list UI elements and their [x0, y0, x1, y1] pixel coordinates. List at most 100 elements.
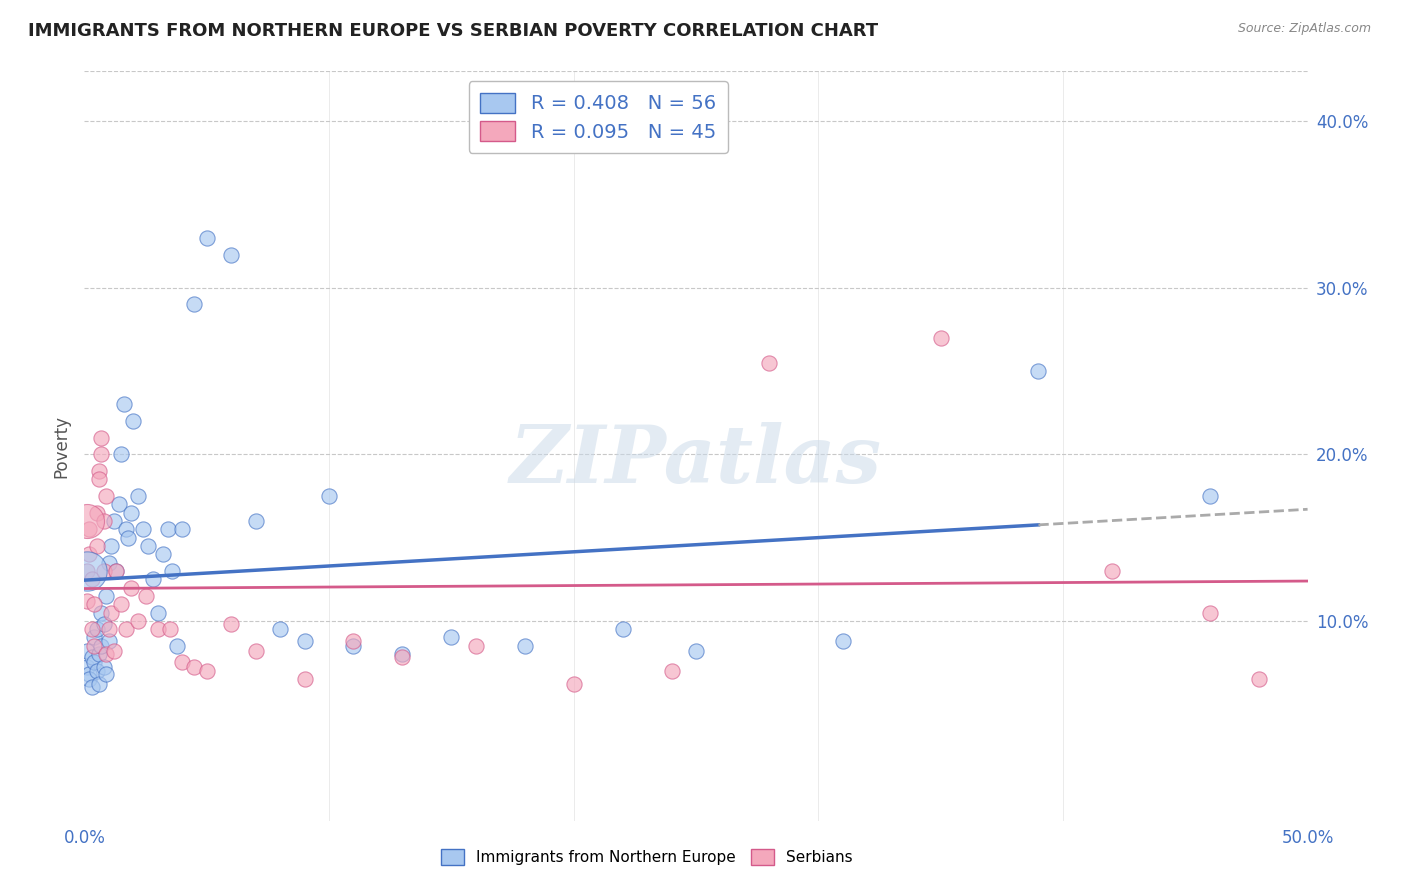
Point: [156, 522, 179, 536]
Point: [87, 472, 110, 486]
Point: [183, 660, 205, 674]
Point: [80, 650, 103, 665]
Point: [80, 622, 103, 636]
Point: [100, 539, 122, 553]
Point: [76, 660, 98, 674]
Point: [107, 497, 129, 511]
Point: [87, 464, 110, 478]
Point: [97, 633, 120, 648]
Point: [90, 606, 112, 620]
Point: [86, 622, 108, 636]
Point: [146, 606, 169, 620]
Point: [96, 589, 118, 603]
Point: [127, 489, 149, 503]
Point: [245, 644, 267, 658]
Point: [172, 656, 194, 670]
Point: [96, 667, 118, 681]
Point: [103, 514, 125, 528]
Point: [440, 631, 463, 645]
Point: [142, 572, 165, 586]
Point: [87, 677, 110, 691]
Point: [93, 564, 115, 578]
Text: Source: ZipAtlas.com: Source: ZipAtlas.com: [1237, 22, 1371, 36]
Point: [80, 572, 103, 586]
Point: [172, 522, 194, 536]
Point: [86, 539, 108, 553]
Point: [219, 247, 242, 261]
Point: [195, 231, 218, 245]
Point: [76, 644, 98, 658]
Point: [183, 297, 205, 311]
Point: [83, 631, 105, 645]
Point: [100, 606, 122, 620]
Point: [120, 506, 142, 520]
Point: [77, 667, 100, 681]
Point: [318, 489, 340, 503]
Point: [245, 514, 267, 528]
Point: [112, 397, 135, 411]
Point: [110, 447, 132, 461]
Point: [342, 639, 364, 653]
Text: ZIPatlas: ZIPatlas: [510, 422, 882, 500]
Point: [86, 664, 108, 678]
Point: [77, 547, 100, 561]
Point: [162, 564, 184, 578]
Point: [122, 414, 145, 428]
Point: [195, 664, 218, 678]
Point: [159, 622, 181, 636]
Point: [685, 644, 707, 658]
Point: [391, 650, 413, 665]
Point: [132, 522, 155, 536]
Point: [93, 660, 115, 674]
Point: [1247, 672, 1270, 686]
Point: [76, 564, 98, 578]
Point: [103, 644, 125, 658]
Point: [612, 622, 634, 636]
Point: [117, 531, 139, 545]
Point: [269, 622, 291, 636]
Point: [464, 639, 486, 653]
Point: [929, 331, 952, 345]
Point: [80, 681, 103, 695]
Point: [219, 617, 242, 632]
Point: [90, 431, 112, 445]
Point: [1101, 564, 1123, 578]
Point: [758, 356, 780, 370]
Point: [93, 617, 115, 632]
Point: [83, 639, 105, 653]
Point: [76, 564, 98, 578]
Point: [513, 639, 536, 653]
Point: [1198, 606, 1220, 620]
Point: [90, 447, 112, 461]
Point: [294, 672, 316, 686]
Point: [831, 633, 853, 648]
Point: [77, 522, 100, 536]
Point: [105, 564, 128, 578]
Y-axis label: Poverty: Poverty: [52, 415, 70, 477]
Point: [86, 506, 108, 520]
Point: [294, 633, 316, 648]
Point: [83, 597, 105, 611]
Point: [96, 647, 118, 661]
Point: [87, 647, 110, 661]
Point: [152, 547, 174, 561]
Point: [97, 622, 120, 636]
Point: [77, 672, 100, 686]
Point: [146, 622, 169, 636]
Point: [391, 647, 413, 661]
Point: [562, 677, 585, 691]
Point: [135, 589, 157, 603]
Point: [93, 514, 115, 528]
Point: [83, 656, 105, 670]
Point: [166, 639, 188, 653]
Point: [342, 633, 364, 648]
Point: [90, 639, 112, 653]
Point: [115, 622, 138, 636]
Point: [110, 597, 132, 611]
Point: [661, 664, 683, 678]
Point: [136, 539, 159, 553]
Point: [97, 556, 120, 570]
Point: [76, 594, 98, 608]
Point: [1198, 489, 1220, 503]
Point: [1028, 364, 1050, 378]
